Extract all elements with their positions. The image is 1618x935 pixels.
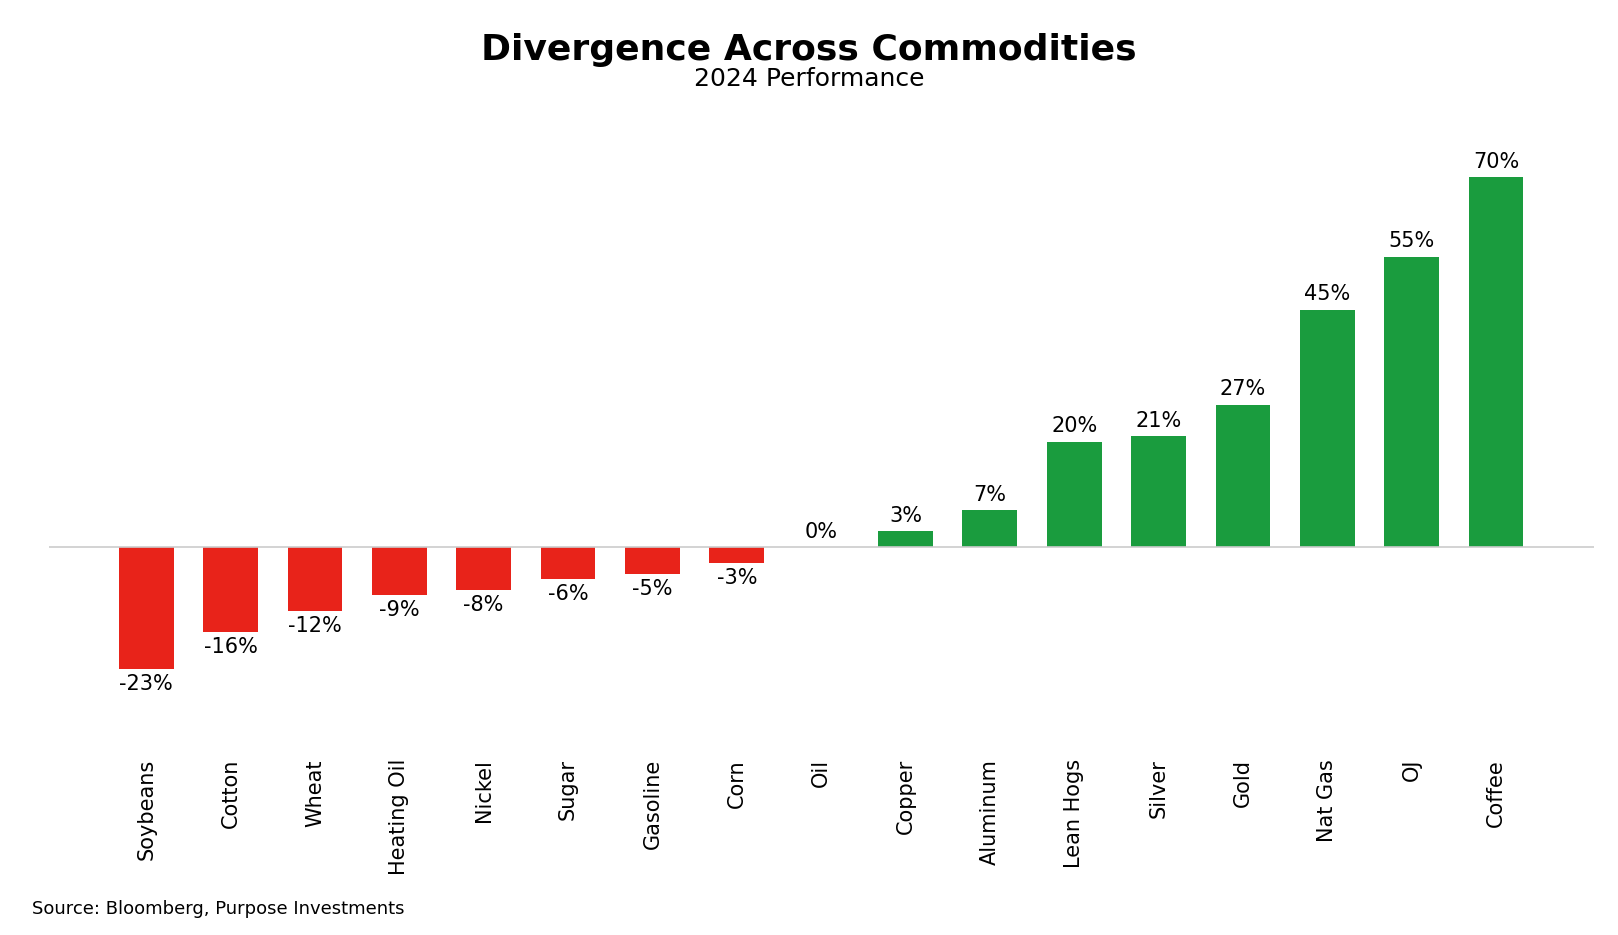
Text: -3%: -3% [717,568,757,588]
Bar [963,511,1018,547]
Bar [625,547,680,574]
Bar [709,547,764,563]
Bar [118,547,173,669]
Bar [204,547,257,632]
Bar [1299,309,1354,547]
Text: 2024 Performance: 2024 Performance [694,67,924,92]
Text: -23%: -23% [120,674,173,694]
Text: -12%: -12% [288,616,341,636]
Text: -6%: -6% [549,584,589,604]
Text: 70%: 70% [1472,152,1519,172]
Bar [456,547,511,589]
Bar [372,547,427,595]
Text: 7%: 7% [974,485,1006,505]
Bar [1215,405,1270,547]
Bar [1385,257,1438,547]
Text: -8%: -8% [463,595,503,615]
Text: 27%: 27% [1220,380,1267,399]
Text: Source: Bloomberg, Purpose Investments: Source: Bloomberg, Purpose Investments [32,900,405,918]
Text: 55%: 55% [1388,231,1435,252]
Bar [1469,178,1524,547]
Bar [879,531,934,547]
Text: -16%: -16% [204,637,257,657]
Bar [288,547,343,611]
Text: -5%: -5% [633,579,673,599]
Text: 45%: 45% [1304,284,1351,304]
Bar [1047,441,1102,547]
Text: 20%: 20% [1052,416,1097,437]
Bar [1131,437,1186,547]
Text: 3%: 3% [888,506,922,526]
Text: 21%: 21% [1136,411,1181,431]
Bar [540,547,595,579]
Text: 0%: 0% [804,522,838,542]
Text: Divergence Across Commodities: Divergence Across Commodities [481,33,1137,66]
Text: -9%: -9% [379,600,419,620]
